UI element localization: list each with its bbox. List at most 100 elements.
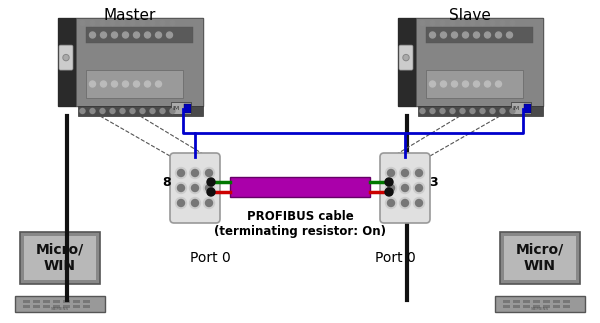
FancyBboxPatch shape	[53, 305, 60, 308]
FancyBboxPatch shape	[59, 45, 73, 70]
FancyBboxPatch shape	[523, 305, 530, 308]
Circle shape	[401, 170, 409, 176]
FancyBboxPatch shape	[523, 104, 530, 113]
Circle shape	[496, 81, 502, 87]
FancyBboxPatch shape	[15, 296, 105, 312]
Circle shape	[190, 197, 200, 209]
Circle shape	[388, 184, 395, 192]
Circle shape	[130, 20, 135, 26]
Circle shape	[450, 109, 455, 113]
FancyBboxPatch shape	[77, 18, 203, 28]
FancyBboxPatch shape	[398, 18, 415, 106]
Circle shape	[80, 109, 85, 113]
FancyBboxPatch shape	[23, 305, 30, 308]
FancyBboxPatch shape	[398, 18, 542, 106]
Circle shape	[170, 20, 175, 26]
FancyBboxPatch shape	[170, 153, 220, 223]
Circle shape	[133, 32, 139, 38]
FancyBboxPatch shape	[230, 177, 370, 197]
Circle shape	[80, 20, 85, 26]
FancyBboxPatch shape	[425, 27, 533, 43]
Circle shape	[385, 188, 393, 196]
Circle shape	[205, 200, 212, 206]
Text: Port 0: Port 0	[190, 251, 231, 265]
Circle shape	[190, 182, 200, 193]
Circle shape	[122, 32, 128, 38]
Circle shape	[415, 200, 422, 206]
Circle shape	[203, 168, 215, 179]
Circle shape	[190, 168, 200, 179]
FancyBboxPatch shape	[20, 232, 100, 284]
FancyBboxPatch shape	[33, 300, 40, 303]
FancyBboxPatch shape	[563, 300, 570, 303]
FancyBboxPatch shape	[563, 305, 570, 308]
Circle shape	[430, 109, 435, 113]
Circle shape	[388, 200, 395, 206]
FancyBboxPatch shape	[170, 102, 191, 114]
Circle shape	[155, 32, 161, 38]
Circle shape	[510, 20, 515, 26]
Circle shape	[170, 109, 175, 113]
Circle shape	[463, 32, 469, 38]
FancyBboxPatch shape	[425, 70, 523, 98]
Circle shape	[440, 109, 445, 113]
FancyBboxPatch shape	[503, 305, 510, 308]
Circle shape	[155, 81, 161, 87]
Circle shape	[430, 20, 435, 26]
FancyBboxPatch shape	[418, 106, 542, 116]
FancyBboxPatch shape	[76, 18, 203, 106]
Circle shape	[463, 81, 469, 87]
FancyBboxPatch shape	[86, 27, 193, 43]
Circle shape	[500, 109, 505, 113]
Circle shape	[207, 178, 215, 186]
Circle shape	[120, 20, 125, 26]
Text: IM: IM	[512, 106, 520, 110]
Circle shape	[440, 20, 445, 26]
Circle shape	[413, 182, 425, 193]
FancyBboxPatch shape	[73, 300, 80, 303]
FancyBboxPatch shape	[86, 70, 182, 98]
FancyBboxPatch shape	[58, 18, 76, 106]
Circle shape	[160, 109, 165, 113]
Circle shape	[207, 188, 215, 196]
Circle shape	[496, 32, 502, 38]
FancyBboxPatch shape	[543, 300, 550, 303]
Circle shape	[403, 55, 409, 61]
FancyBboxPatch shape	[523, 300, 530, 303]
FancyBboxPatch shape	[553, 305, 560, 308]
Text: 8: 8	[163, 175, 171, 189]
Circle shape	[404, 56, 408, 60]
Circle shape	[100, 109, 105, 113]
Circle shape	[420, 109, 425, 113]
Circle shape	[110, 109, 115, 113]
Circle shape	[430, 81, 436, 87]
FancyBboxPatch shape	[533, 305, 540, 308]
FancyBboxPatch shape	[503, 300, 510, 303]
Circle shape	[133, 81, 139, 87]
FancyBboxPatch shape	[495, 296, 585, 312]
FancyBboxPatch shape	[553, 300, 560, 303]
Circle shape	[470, 109, 475, 113]
Circle shape	[400, 197, 410, 209]
Circle shape	[140, 109, 145, 113]
Circle shape	[205, 184, 212, 192]
FancyBboxPatch shape	[184, 104, 191, 113]
FancyBboxPatch shape	[83, 305, 90, 308]
Circle shape	[178, 184, 185, 192]
FancyBboxPatch shape	[380, 153, 430, 223]
Circle shape	[90, 20, 95, 26]
Circle shape	[130, 109, 135, 113]
Circle shape	[415, 184, 422, 192]
FancyBboxPatch shape	[63, 300, 70, 303]
FancyBboxPatch shape	[504, 236, 576, 280]
Circle shape	[110, 20, 115, 26]
FancyBboxPatch shape	[43, 300, 50, 303]
Circle shape	[500, 20, 505, 26]
FancyBboxPatch shape	[63, 305, 70, 308]
FancyBboxPatch shape	[513, 305, 520, 308]
FancyBboxPatch shape	[58, 18, 203, 106]
Circle shape	[176, 168, 187, 179]
Circle shape	[145, 81, 151, 87]
Circle shape	[203, 182, 215, 193]
Circle shape	[413, 197, 425, 209]
